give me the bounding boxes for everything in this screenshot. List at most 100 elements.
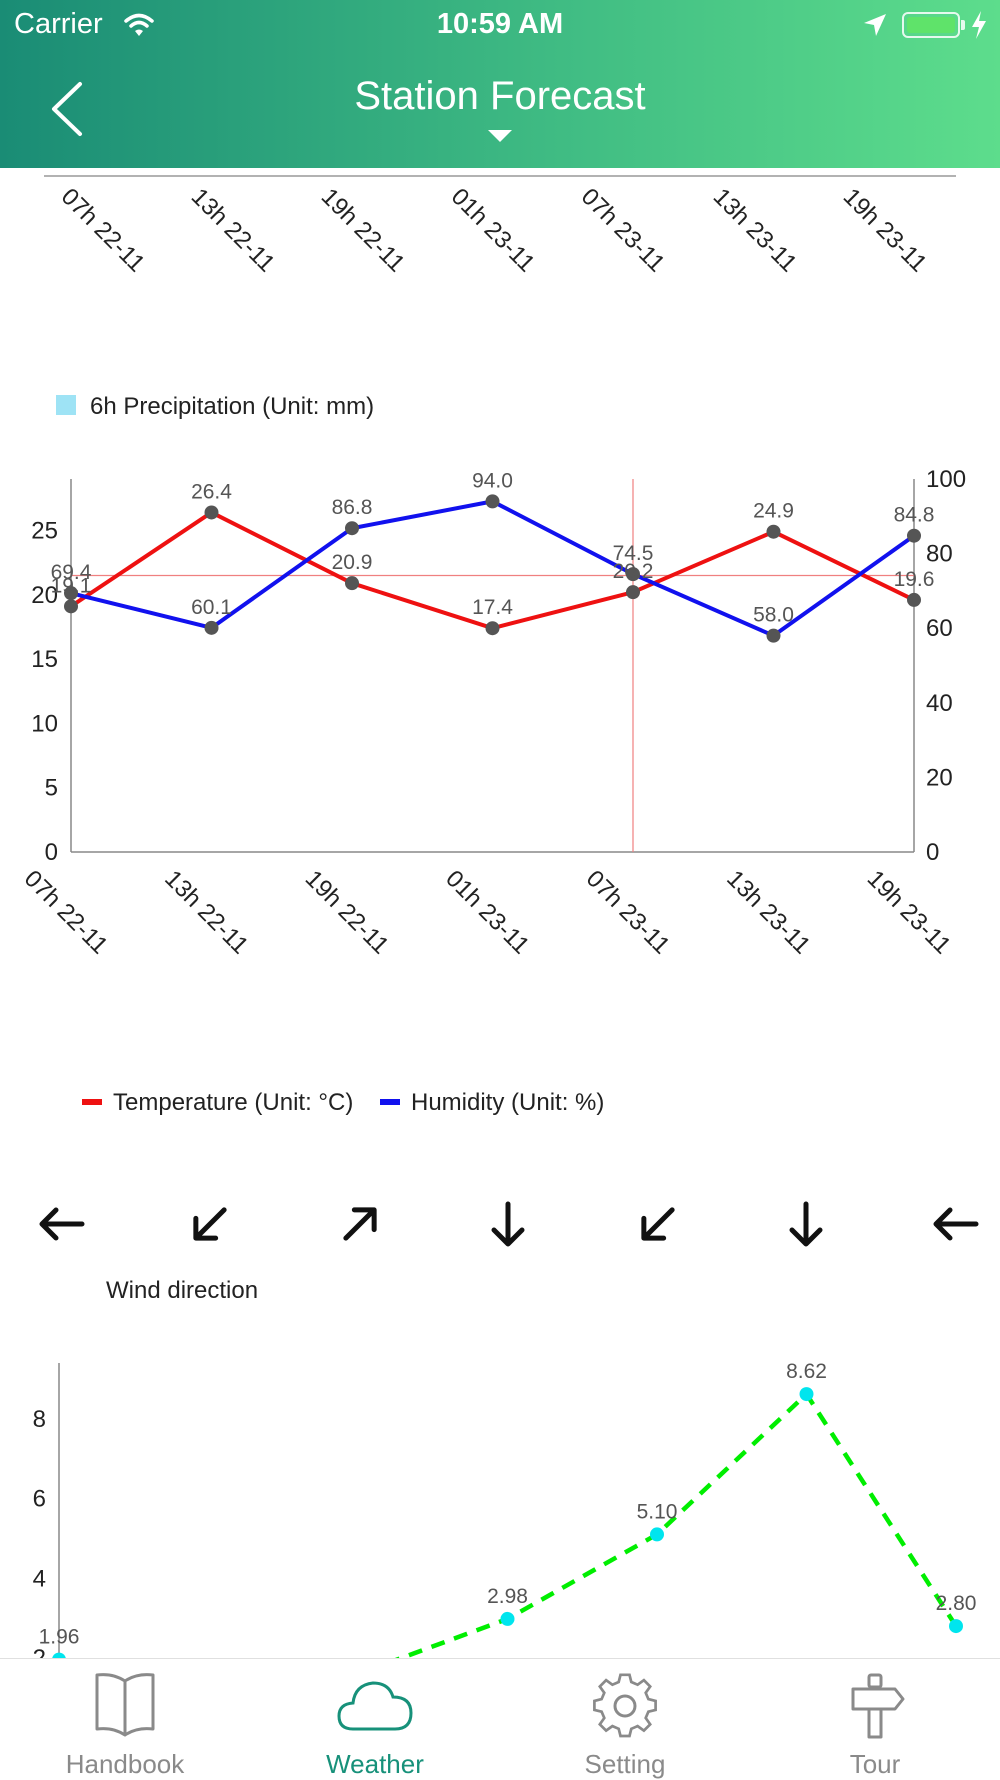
ws-series-points	[52, 1387, 963, 1658]
precip-x-label: 13h 23-11	[708, 183, 802, 277]
ws-tick-label: 4	[33, 1565, 46, 1592]
arrow-down-left-icon	[641, 1207, 675, 1241]
arrow-down-left-icon	[193, 1207, 227, 1241]
th-left-tick-label: 15	[31, 646, 58, 673]
wind-speed-point[interactable]	[52, 1652, 66, 1658]
precip-x-label: 19h 23-11	[838, 183, 932, 277]
humidity-point[interactable]	[345, 521, 359, 536]
temperature-value-label: 19.6	[894, 568, 935, 591]
th-left-tick-label: 10	[31, 710, 58, 737]
tab-handbook[interactable]: Handbook	[0, 1659, 250, 1779]
location-arrow-icon	[864, 14, 886, 36]
temp-humidity-chart: 0 5 10 15 20 25 0 20 40 60 80 100 19.1 26.4 20.9 17.4…	[19, 466, 966, 959]
humidity-value-label: 74.5	[613, 542, 654, 565]
temperature-point[interactable]	[907, 592, 921, 607]
arrow-down-icon	[789, 1201, 823, 1247]
precip-x-label: 07h 23-11	[576, 183, 670, 277]
temperature-point[interactable]	[485, 621, 500, 636]
arrow-left-icon	[39, 1207, 85, 1241]
th-x-label: 07h 22-11	[19, 865, 113, 959]
humidity-point[interactable]	[204, 620, 219, 635]
precip-x-label: 01h 23-11	[446, 183, 540, 277]
ws-tick-label: 8	[33, 1406, 46, 1433]
tab-tour-label: Tour	[849, 1749, 901, 1779]
th-right-tick-label: 80	[926, 541, 953, 568]
humidity-point[interactable]	[626, 567, 640, 582]
precip-x-label: 07h 22-11	[56, 183, 150, 277]
th-right-tick-label: 60	[926, 615, 953, 642]
humidity-point[interactable]	[64, 586, 78, 601]
wifi-icon	[124, 13, 154, 36]
cloud-icon	[337, 1681, 413, 1731]
th-series-points	[64, 494, 921, 643]
wind-direction-row	[39, 1201, 979, 1247]
precip-x-labels: 07h 22-11 13h 22-11 19h 22-11 01h 23-11 07h …	[56, 183, 932, 277]
signpost-icon	[851, 1673, 905, 1739]
wind-speed-point[interactable]	[949, 1619, 963, 1634]
temperature-value-label: 20.9	[332, 551, 373, 574]
tab-tour[interactable]: Tour	[750, 1659, 1000, 1779]
carrier-label: Carrier	[14, 8, 103, 40]
precip-legend-label: 6h Precipitation (Unit: mm)	[90, 393, 374, 420]
tab-weather[interactable]: Weather	[250, 1659, 500, 1779]
th-right-tick-label: 20	[926, 764, 953, 791]
humidity-point[interactable]	[766, 628, 781, 643]
battery-icon	[902, 12, 960, 38]
wind-speed-point[interactable]	[799, 1387, 814, 1402]
tab-bar: Handbook Weather Setting Tour	[0, 1658, 1000, 1779]
humidity-point[interactable]	[485, 494, 500, 509]
humidity-value-label: 58.0	[753, 604, 794, 627]
temp-legend-label: Temperature (Unit: °C)	[113, 1089, 353, 1116]
temperature-point[interactable]	[626, 585, 640, 600]
th-x-label: 13h 23-11	[721, 865, 815, 959]
th-x-label: 01h 23-11	[440, 865, 534, 959]
th-left-tick-label: 20	[31, 582, 58, 609]
temperature-point[interactable]	[204, 505, 219, 520]
arrow-left-icon	[933, 1207, 979, 1241]
wind-speed-point[interactable]	[500, 1611, 515, 1626]
dropdown-caret-icon[interactable]	[486, 128, 514, 144]
th-x-label: 07h 23-11	[581, 865, 675, 959]
back-chevron-icon[interactable]	[44, 78, 88, 140]
temperature-point[interactable]	[766, 524, 781, 539]
temperature-value-label: 19.1	[51, 574, 92, 597]
humidity-point[interactable]	[907, 528, 921, 543]
gear-icon	[593, 1673, 657, 1738]
tab-weather-label: Weather	[326, 1749, 424, 1779]
th-x-label: 19h 23-11	[862, 865, 956, 959]
humidity-value-label: 69.4	[51, 561, 92, 584]
ws-data-labels: 1.96 2.98 5.10 8.62 2.80	[39, 1360, 977, 1649]
th-left-ticks: 0 5 10 15 20 25	[31, 517, 58, 866]
wind-speed-value-label: 2.80	[936, 1592, 977, 1615]
th-right-tick-label: 0	[926, 839, 939, 866]
wind-speed-point[interactable]	[650, 1527, 664, 1542]
temperature-point[interactable]	[64, 599, 78, 614]
precip-x-label: 13h 22-11	[186, 183, 280, 277]
humidity-value-label: 84.8	[894, 504, 935, 527]
wind-speed-value-label: 2.98	[487, 1585, 528, 1608]
humidity-value-label: 94.0	[472, 469, 513, 492]
book-icon	[95, 1673, 155, 1737]
th-right-tick-label: 40	[926, 690, 953, 717]
wind-speed-value-label: 8.62	[786, 1360, 827, 1383]
tab-setting-label: Setting	[584, 1749, 666, 1779]
status-bar: Carrier 10:59 AM	[0, 0, 1000, 50]
temperature-value-label: 20.2	[613, 560, 654, 583]
wind-direction-label: Wind direction	[106, 1277, 258, 1304]
th-x-label: 19h 22-11	[300, 865, 394, 959]
status-time: 10:59 AM	[436, 8, 564, 40]
wind-speed-value-label: 5.10	[637, 1500, 678, 1523]
th-left-tick-label: 0	[45, 839, 58, 866]
forecast-charts: 07h 22-11 13h 22-11 19h 22-11 01h 23-11 07h …	[19, 175, 979, 1658]
hum-legend-label: Humidity (Unit: %)	[411, 1089, 604, 1116]
temperature-point[interactable]	[345, 576, 359, 591]
precip-legend-swatch	[56, 395, 76, 415]
arrow-up-right-icon	[343, 1207, 377, 1241]
app-header: Carrier 10:59 AM Station Forecast	[0, 0, 1000, 168]
tab-handbook-label: Handbook	[65, 1749, 185, 1779]
page-title[interactable]: Station Forecast	[354, 74, 646, 118]
wind-speed-chart: 2 4 6 8 1.96 2.98 5.10 8.62 2.80	[33, 1360, 977, 1658]
humidity-value-label: 86.8	[332, 496, 373, 519]
wind-speed-value-label: 1.96	[39, 1626, 80, 1649]
tab-setting[interactable]: Setting	[500, 1659, 750, 1779]
